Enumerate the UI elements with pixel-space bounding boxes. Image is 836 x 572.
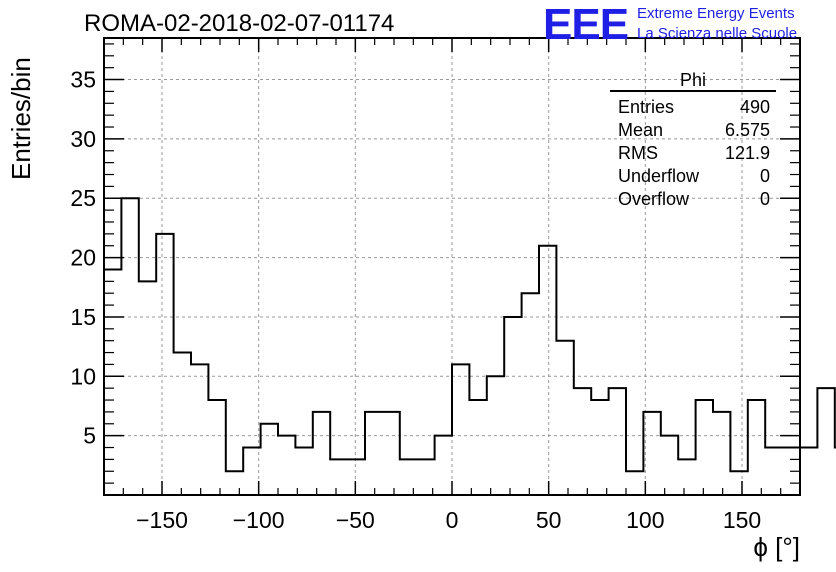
eee-logo: EEE [543, 0, 629, 49]
stat-label: Mean [618, 120, 664, 140]
stat-label: Overflow [618, 189, 690, 209]
stat-label: RMS [618, 143, 658, 163]
stat-value: 0 [759, 189, 770, 209]
x-tick-label: 150 [723, 507, 761, 533]
y-axis-label: Entries/bin [6, 57, 36, 180]
y-tick-label: 15 [70, 304, 96, 330]
logo-line-2: La Scienza nelle Scuole [637, 25, 798, 42]
stat-value: 0 [759, 166, 770, 186]
x-tick-label: −150 [136, 507, 188, 533]
stat-value: 490 [739, 97, 770, 117]
stat-label: Underflow [618, 166, 700, 186]
logo-text: Extreme Energy Events La Scienza nelle S… [637, 4, 797, 44]
tick-labels: −150 −100 −50 0 50 100 150 5 10 15 20 25 30 35 [70, 67, 761, 533]
x-axis-label: ϕ [°] [753, 532, 800, 562]
plot-frame [103, 37, 801, 496]
stats-box: Phi Entries 490 Mean 6.575 RMS 121.9 Und… [610, 70, 776, 211]
run-title: ROMA-02-2018-02-07-01174 [84, 10, 395, 37]
stats-title: Phi [610, 70, 776, 92]
stat-row-rms: RMS 121.9 [610, 142, 776, 165]
stat-row-mean: Mean 6.575 [610, 119, 776, 142]
x-tick-label: −100 [233, 507, 285, 533]
y-tick-label: 5 [83, 423, 96, 449]
y-tick-label: 20 [70, 245, 96, 271]
logo-line-1: Extreme Energy Events [637, 5, 795, 22]
stat-row-overflow: Overflow 0 [610, 188, 776, 211]
stat-row-entries: Entries 490 [610, 96, 776, 119]
stat-value: 6.575 [724, 120, 770, 140]
axis-ticks [104, 38, 800, 495]
stat-label: Entries [618, 97, 675, 117]
histogram-line [104, 197, 836, 473]
x-tick-label: 100 [626, 507, 664, 533]
stat-row-underflow: Underflow 0 [610, 165, 776, 188]
y-tick-label: 35 [70, 67, 96, 93]
x-tick-label: 50 [536, 507, 562, 533]
stat-value: 121.9 [724, 143, 770, 163]
y-tick-label: 30 [70, 126, 96, 152]
x-tick-label: 0 [446, 507, 459, 533]
y-tick-label: 10 [70, 363, 96, 389]
x-tick-label: −50 [336, 507, 375, 533]
y-tick-label: 25 [70, 185, 96, 211]
